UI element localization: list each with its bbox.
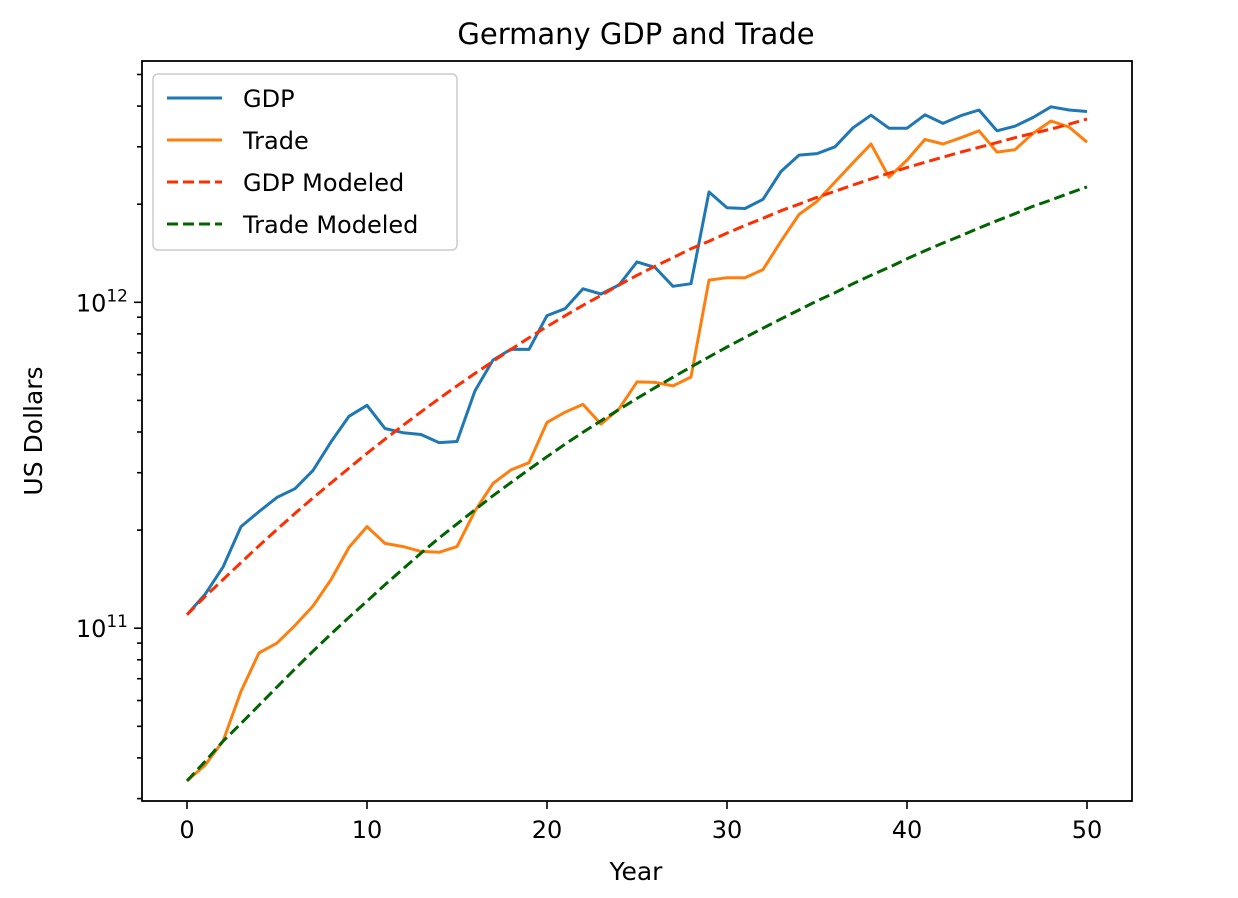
x-tick-label: 20: [532, 816, 563, 844]
legend-label: GDP: [243, 85, 295, 113]
y-axis: 1011 1012: [76, 73, 142, 800]
series-line-trade: [186, 119, 1088, 783]
x-tick-label: 30: [712, 816, 743, 844]
legend-label: Trade: [242, 127, 309, 155]
y-tick-label: 1011: [76, 612, 128, 643]
plot-frame: [141, 60, 1133, 802]
x-axis-label: Year: [609, 857, 664, 886]
plot-lines: [185, 105, 1088, 783]
legend-label: GDP Modeled: [243, 169, 404, 197]
legend: GDP Trade GDP Modeled Trade Modeled: [152, 73, 458, 251]
y-tick-label: 1012: [76, 286, 128, 317]
x-tick-label: 10: [352, 816, 383, 844]
chart-title: Germany GDP and Trade: [457, 17, 814, 51]
x-tick-label: 50: [1072, 816, 1103, 844]
x-tick-label: 40: [892, 816, 923, 844]
x-axis: 0 10 20 30 40 50: [179, 801, 1102, 844]
y-axis-label: US Dollars: [19, 366, 48, 495]
series-line-gdp: [185, 105, 1088, 616]
legend-label: Trade Modeled: [242, 211, 418, 239]
series-line-trade-modeled: [185, 185, 1088, 782]
x-tick-label: 0: [179, 816, 194, 844]
series-line-gdp-modeled: [185, 117, 1088, 616]
legend-box: [152, 73, 458, 251]
